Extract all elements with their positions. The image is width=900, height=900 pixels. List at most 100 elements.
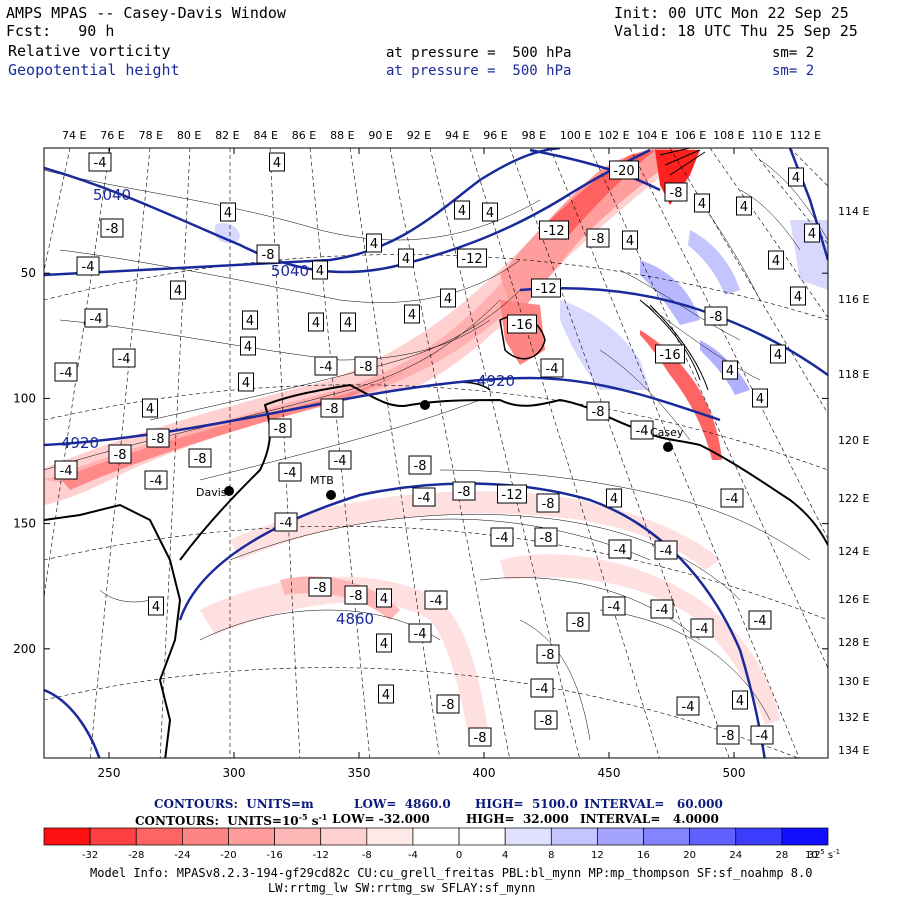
svg-text:4: 4: [774, 348, 782, 363]
station-label: Davis: [196, 486, 227, 499]
svg-text:4: 4: [740, 200, 748, 215]
vorticity-label: -8: [308, 577, 332, 597]
lon-label-right: 128 E: [838, 636, 869, 649]
vorticity-label: 4: [220, 202, 236, 222]
lon-label-top: 108 E: [713, 129, 744, 142]
vorticity-label: -4: [144, 470, 168, 490]
vorticity-label: 4: [736, 196, 752, 216]
svg-text:-4: -4: [118, 352, 131, 367]
svg-text:-8: -8: [572, 616, 585, 631]
vorticity-label: -4: [88, 152, 112, 172]
colorbar-swatch: [320, 827, 368, 846]
lon-label-top: 92 E: [407, 129, 431, 142]
vorticity-label: -8: [354, 356, 378, 376]
vorticity-label: 4: [622, 230, 638, 250]
svg-text:4: 4: [402, 252, 410, 267]
lon-label-top: 84 E: [254, 129, 278, 142]
colorbar-label: 0: [456, 850, 462, 861]
right-longitude-labels: 114 E 116 E 118 E 120 E 122 E 124 E 126 E 128 E…: [838, 205, 869, 757]
svg-text:-4: -4: [546, 362, 559, 377]
vorticity-label: -12: [457, 248, 487, 268]
vorticity-label: -4: [54, 460, 78, 480]
svg-text:4: 4: [316, 264, 324, 279]
svg-text:-20: -20: [613, 164, 634, 179]
svg-text:-8: -8: [710, 310, 723, 325]
svg-text:-8: -8: [152, 432, 165, 447]
svg-text:-4: -4: [60, 464, 73, 479]
lon-label-top: 98 E: [522, 129, 546, 142]
field2-pressure: at pressure = 500 hPa: [386, 63, 572, 79]
station-label: MTB: [310, 474, 334, 487]
svg-text:4: 4: [610, 492, 618, 507]
svg-text:-4: -4: [280, 516, 293, 531]
colorbar-label: 28: [776, 850, 789, 861]
vorticity-label: 4: [148, 596, 164, 616]
x-grid-label: 450: [598, 766, 621, 780]
vorticity-label: -4: [54, 362, 78, 382]
colorbar-swatch: [597, 827, 644, 846]
vorticity-label: 4: [788, 167, 804, 187]
svg-text:-8: -8: [542, 648, 555, 663]
vorticity-label: 4: [308, 312, 324, 332]
colorbar-swatch: [366, 827, 414, 846]
colorbar-label: -16: [266, 850, 282, 861]
colorbar-swatch: [412, 827, 460, 846]
vorticity-label: 4: [404, 304, 420, 324]
colorbar-label: -4: [408, 850, 418, 861]
colorbar-label: 4: [502, 850, 508, 861]
lon-label-top: 96 E: [483, 129, 507, 142]
x-grid-label: 350: [348, 766, 371, 780]
svg-text:-4: -4: [682, 700, 695, 715]
svg-text:4: 4: [794, 290, 802, 305]
vorticity-label: -4: [602, 596, 626, 616]
model-info: Model Info: MPASv8.2.3-194-gf29cd82c CU:…: [90, 866, 813, 880]
vorticity-label: 4: [804, 223, 820, 243]
svg-text:4: 4: [736, 694, 744, 709]
svg-text:-4: -4: [320, 360, 333, 375]
vorticity-label: -4: [530, 678, 554, 698]
svg-text:4: 4: [174, 284, 182, 299]
vorticity-label: -16: [655, 344, 685, 364]
lon-label-top: 112 E: [790, 129, 821, 142]
svg-text:-4: -4: [660, 544, 673, 559]
map-field: [44, 148, 828, 758]
init-time: Init: 00 UTC Mon 22 Sep 25: [614, 4, 849, 22]
colorbar-label: 24: [729, 850, 742, 861]
svg-text:4: 4: [486, 206, 494, 221]
station-labels: Davis MTB Casey: [196, 426, 684, 499]
model-title: AMPS MPAS -- Casey-Davis Window: [6, 4, 286, 22]
svg-text:-16: -16: [659, 348, 680, 363]
vorticity-label: 4: [312, 260, 328, 280]
vorticity-label: -8: [534, 527, 558, 547]
svg-text:4: 4: [698, 197, 706, 212]
colorbar-label: 8: [548, 850, 554, 861]
forecast-hour: Fcst: 90 h: [6, 22, 115, 40]
colorbar-swatch: [89, 827, 137, 846]
svg-text:-12: -12: [501, 488, 522, 503]
lon-label-top: 88 E: [330, 129, 354, 142]
lon-label-top: 104 E: [637, 129, 668, 142]
svg-text:-4: -4: [756, 729, 769, 744]
svg-text:4: 4: [626, 234, 634, 249]
vorticity-label: 4: [238, 372, 254, 392]
svg-text:-4: -4: [82, 260, 95, 275]
svg-text:-8: -8: [540, 714, 553, 729]
colorbar-swatch: [135, 827, 183, 846]
colorbar-swatch: [735, 827, 783, 846]
vorticity-label: -16: [507, 314, 537, 334]
height-contour-low: LOW= 4860.0: [354, 797, 451, 811]
svg-text:4: 4: [370, 237, 378, 252]
vorticity-label: 4: [482, 202, 498, 222]
colorbar-label: 20: [683, 850, 696, 861]
vorticity-label: 4: [242, 310, 258, 330]
vorticity-label: -4: [112, 348, 136, 368]
colorbar-label: -12: [313, 850, 329, 861]
svg-text:-8: -8: [722, 729, 735, 744]
vorticity-label: 4: [722, 360, 738, 380]
colorbar-swatch: [182, 827, 229, 846]
lon-label-top: 102 E: [598, 129, 629, 142]
svg-text:4: 4: [792, 171, 800, 186]
vorticity-label: 4: [398, 248, 414, 268]
vorticity-label: -4: [278, 462, 302, 482]
lon-label-right: 116 E: [838, 293, 869, 306]
